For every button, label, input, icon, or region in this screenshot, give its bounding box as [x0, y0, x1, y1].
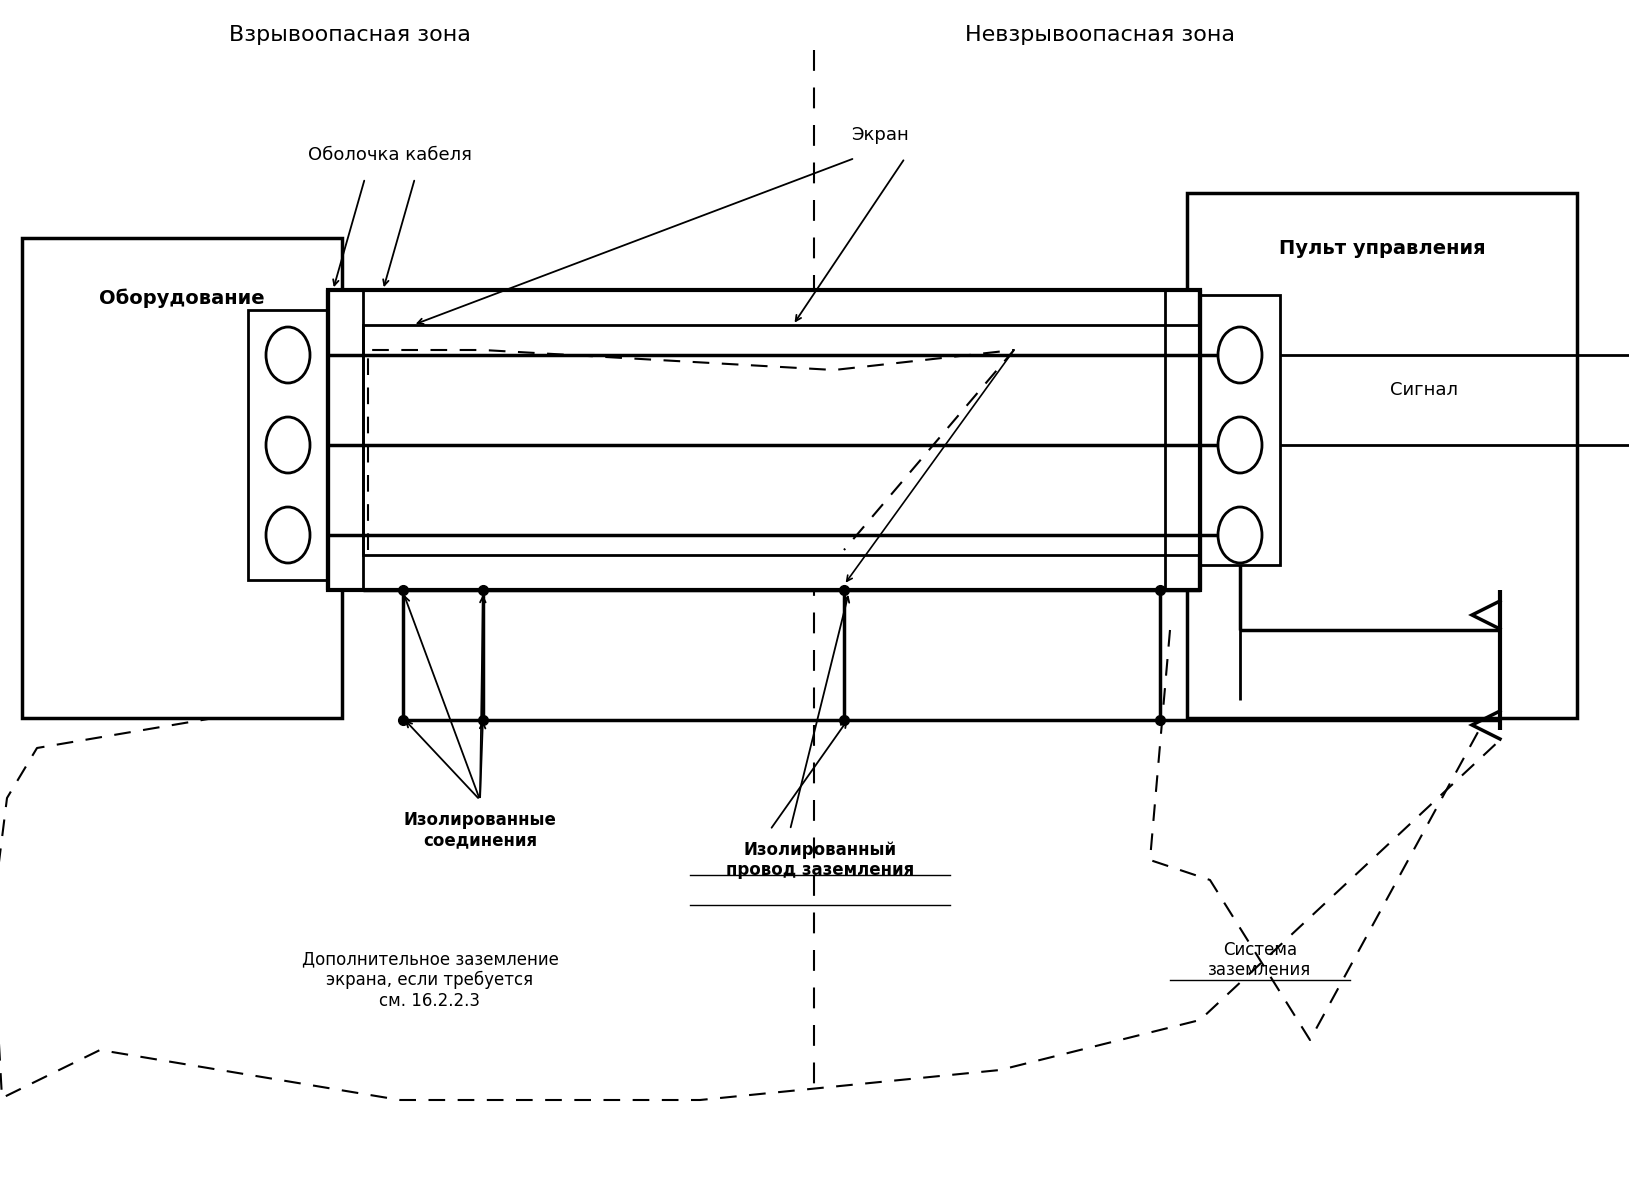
Text: Сигнал: Сигнал — [1390, 381, 1458, 399]
Ellipse shape — [1218, 507, 1262, 563]
Text: Изолированный
провод заземления: Изолированный провод заземления — [727, 841, 914, 879]
Text: Взрывоопасная зона: Взрывоопасная зона — [230, 25, 471, 45]
Bar — [363, 325, 1201, 555]
Bar — [248, 310, 327, 580]
Ellipse shape — [1218, 417, 1262, 473]
Text: Оборудование: Оборудование — [99, 288, 266, 307]
Ellipse shape — [1218, 328, 1262, 384]
Text: Невзрывоопасная зона: Невзрывоопасная зона — [964, 25, 1235, 45]
Bar — [1201, 295, 1280, 565]
Text: Система
заземления: Система заземления — [1209, 941, 1311, 979]
Text: Изолированные
соединения: Изолированные соединения — [404, 811, 557, 849]
Ellipse shape — [266, 417, 310, 473]
Text: Пульт управления: Пульт управления — [1279, 238, 1486, 257]
Text: Экран: Экран — [850, 126, 909, 144]
Bar — [23, 238, 342, 718]
Ellipse shape — [266, 328, 310, 384]
Text: Оболочка кабеля: Оболочка кабеля — [308, 146, 472, 164]
Bar — [1188, 193, 1577, 718]
Ellipse shape — [266, 507, 310, 563]
Text: Дополнительное заземление
экрана, если требуется
см. 16.2.2.3: Дополнительное заземление экрана, если т… — [301, 950, 559, 1010]
Bar — [327, 289, 1201, 590]
